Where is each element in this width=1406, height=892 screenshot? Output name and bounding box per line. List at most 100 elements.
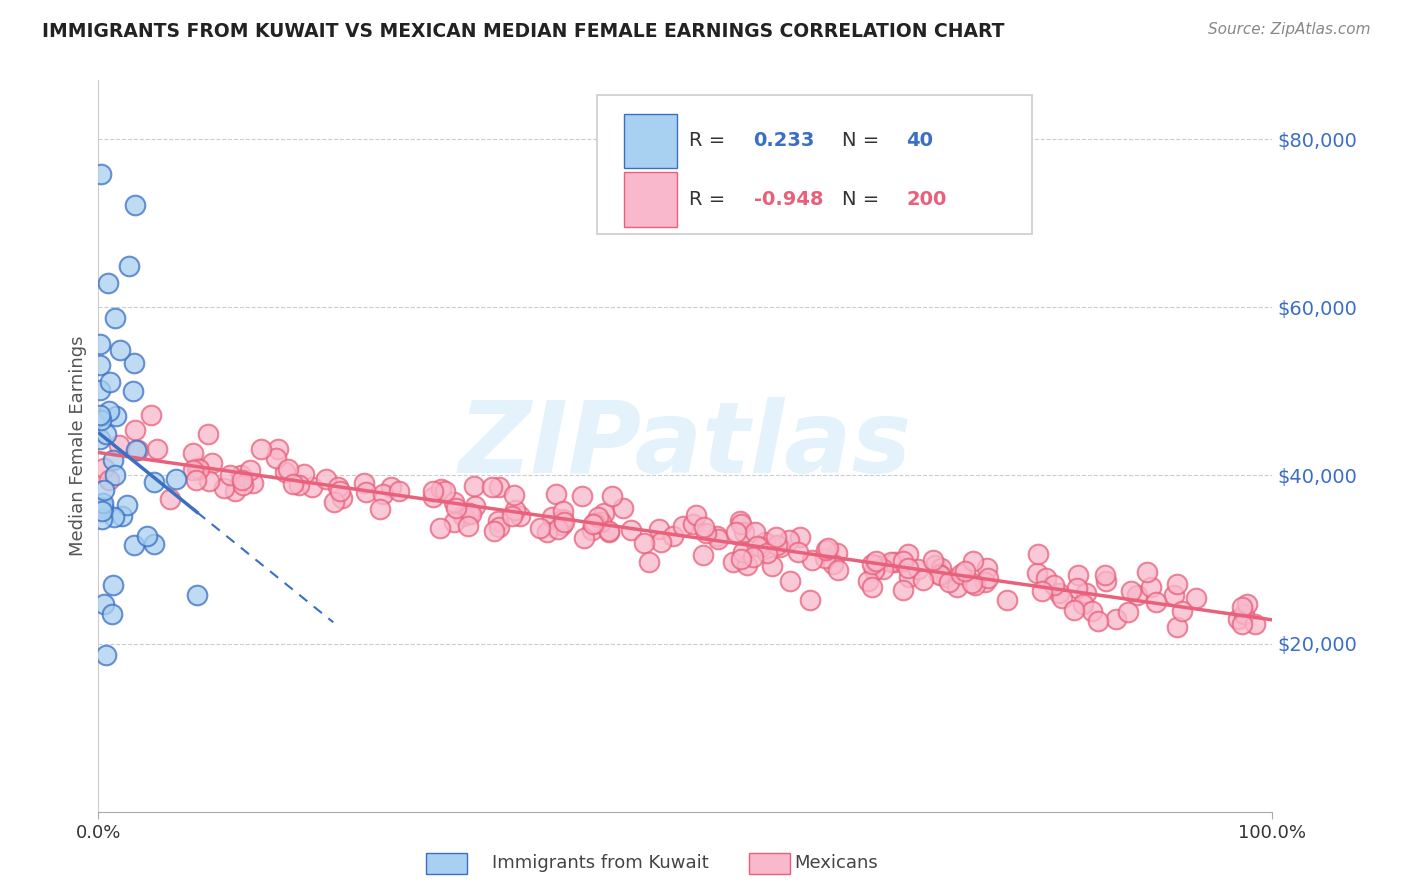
Point [929, 561, 952, 575]
Point [950, 566, 973, 581]
Point [813, 551, 835, 566]
Point [662, 529, 685, 543]
Point [242, 475, 264, 490]
Point [457, 507, 479, 521]
Point [745, 539, 768, 553]
Point [101, 607, 124, 622]
Point [91, 504, 114, 518]
Point [488, 480, 510, 494]
FancyBboxPatch shape [624, 172, 678, 227]
Point [165, 473, 187, 487]
Point [141, 408, 163, 422]
Point [101, 578, 124, 592]
Point [938, 574, 960, 589]
Point [1230, 616, 1253, 631]
Point [765, 538, 787, 552]
Point [143, 537, 166, 551]
Point [647, 522, 669, 536]
Point [1067, 568, 1090, 582]
Point [422, 483, 444, 498]
Point [146, 442, 169, 457]
Point [600, 489, 623, 503]
Point [368, 501, 391, 516]
Point [730, 516, 752, 531]
Point [728, 514, 751, 528]
Point [463, 479, 485, 493]
Point [104, 468, 127, 483]
Text: Source: ZipAtlas.com: Source: ZipAtlas.com [1208, 22, 1371, 37]
Point [769, 540, 792, 554]
Point [89, 337, 111, 351]
Point [976, 561, 998, 575]
Point [733, 524, 755, 539]
Point [94, 648, 117, 662]
Point [292, 467, 315, 482]
Point [186, 588, 208, 602]
Point [1185, 591, 1208, 606]
Point [735, 558, 758, 572]
Point [827, 563, 849, 577]
Point [481, 480, 503, 494]
Point [1025, 566, 1047, 581]
Point [89, 500, 111, 514]
Point [884, 555, 907, 569]
Point [1047, 586, 1070, 600]
Point [744, 525, 766, 540]
Point [1170, 604, 1192, 618]
Point [122, 538, 145, 552]
Point [960, 575, 983, 590]
Text: Mexicans: Mexicans [794, 855, 879, 872]
Point [799, 592, 821, 607]
Point [501, 509, 523, 524]
Point [553, 504, 575, 518]
Point [101, 453, 124, 467]
Point [977, 571, 1000, 585]
Point [93, 496, 115, 510]
Point [693, 520, 716, 534]
Point [1105, 612, 1128, 626]
Point [1236, 598, 1258, 612]
Point [922, 552, 945, 566]
Point [283, 477, 305, 491]
Point [897, 570, 920, 584]
Point [583, 516, 606, 530]
Point [571, 489, 593, 503]
Point [598, 524, 620, 539]
Text: -0.948: -0.948 [754, 190, 823, 209]
Point [201, 456, 224, 470]
Point [741, 550, 763, 565]
Point [118, 259, 141, 273]
Point [974, 575, 997, 590]
Point [1042, 578, 1064, 592]
Point [239, 463, 262, 477]
Point [672, 518, 695, 533]
Point [620, 524, 643, 538]
Point [946, 581, 969, 595]
Point [90, 511, 112, 525]
Point [1230, 600, 1253, 615]
Point [186, 460, 208, 475]
Point [779, 574, 801, 588]
Point [380, 480, 402, 494]
Point [219, 467, 242, 482]
Point [1087, 614, 1109, 628]
Point [330, 491, 353, 506]
Point [633, 535, 655, 549]
Point [544, 487, 567, 501]
Point [553, 515, 575, 529]
Point [1227, 612, 1250, 626]
Point [94, 426, 117, 441]
Point [354, 485, 377, 500]
Point [1163, 588, 1185, 602]
Point [863, 563, 886, 577]
Point [695, 526, 717, 541]
Point [502, 488, 524, 502]
Point [860, 580, 883, 594]
Y-axis label: Median Female Earnings: Median Female Earnings [69, 335, 87, 557]
Point [706, 529, 728, 543]
Point [721, 555, 744, 569]
Point [650, 535, 672, 549]
Point [1244, 617, 1267, 632]
Text: N =: N = [842, 131, 884, 151]
Point [1119, 584, 1142, 599]
